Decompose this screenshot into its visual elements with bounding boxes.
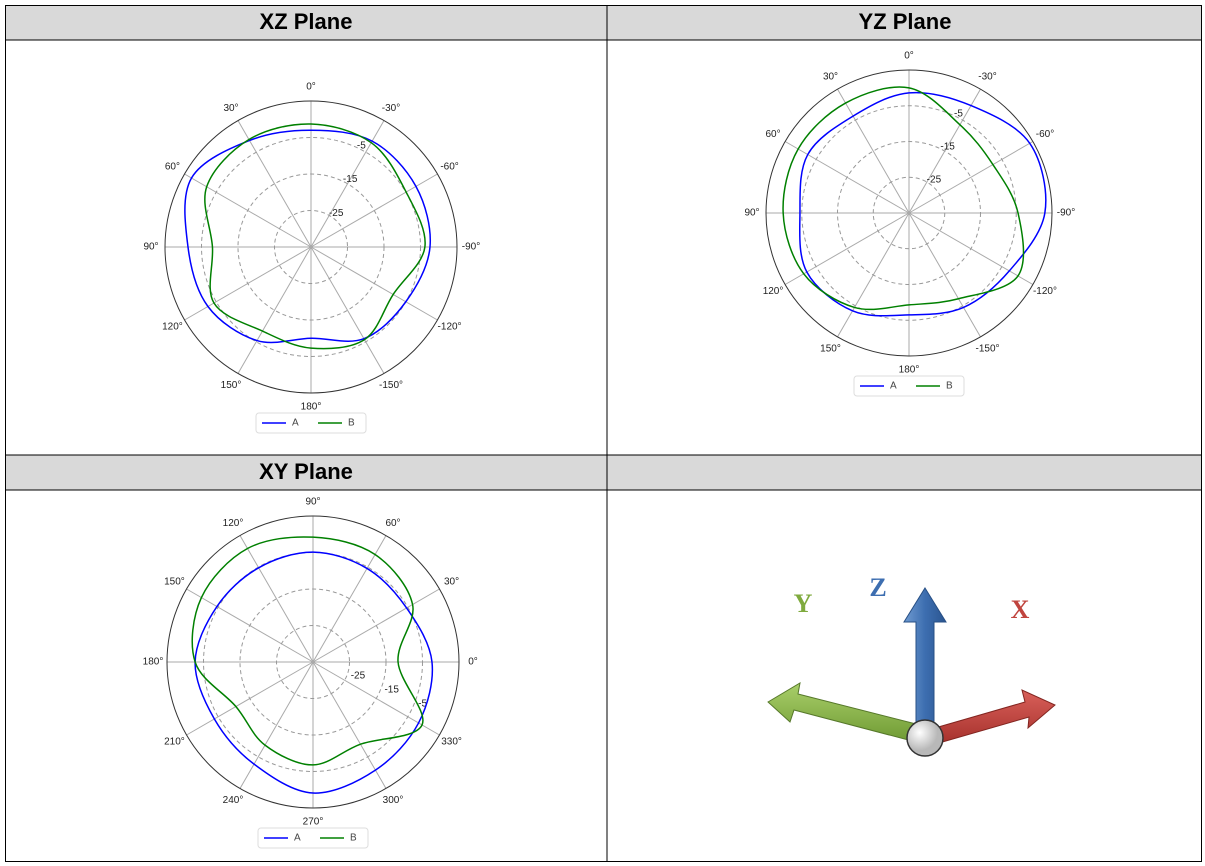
spoke: [311, 247, 384, 373]
angle-tick-label: -150°: [975, 344, 999, 355]
angle-tick-label: 180°: [143, 657, 164, 668]
axis-label: Z: [869, 573, 886, 602]
angle-tick-label: -60°: [1036, 129, 1054, 140]
angle-tick-label: 60°: [165, 162, 180, 173]
angle-tick-label: 180°: [301, 402, 322, 413]
legend-label: A: [292, 418, 299, 429]
series-line: [192, 537, 423, 765]
legend-label: A: [294, 833, 301, 844]
z-arrow: [904, 588, 946, 735]
series-line: [800, 93, 1046, 316]
angle-tick-label: 0°: [468, 657, 478, 668]
angle-tick-label: -30°: [382, 103, 400, 114]
angle-tick-label: 150°: [820, 344, 841, 355]
angle-tick-label: 0°: [904, 51, 914, 62]
header-row: [5, 455, 1202, 490]
table-header: XZ Plane: [260, 9, 353, 34]
legend-label: B: [348, 418, 355, 429]
axis-label: X: [1011, 595, 1030, 624]
legend-label: B: [350, 833, 357, 844]
angle-tick-label: 330°: [441, 737, 462, 748]
radial-tick-label: -25: [351, 671, 366, 682]
angle-tick-label: 90°: [744, 208, 759, 219]
series-line: [205, 124, 425, 349]
page: XZ Plane YZ Plane XY Plane Z Y X 0° 30° 60…: [0, 0, 1205, 866]
legend-label: B: [946, 381, 953, 392]
radial-tick-label: -5: [954, 109, 963, 120]
angle-tick-label: -60°: [440, 162, 458, 173]
angle-tick-label: -30°: [978, 72, 996, 83]
polar-chart: 0° 30° 60° 90° 120° 150° 180° 210° 240° 270° 300° 3…: [143, 497, 478, 848]
spoke: [240, 536, 313, 662]
angle-tick-label: 120°: [162, 322, 183, 333]
angle-tick-label: -150°: [379, 380, 403, 391]
angle-tick-label: -90°: [462, 242, 480, 253]
angle-tick-label: 0°: [306, 82, 316, 93]
angle-tick-label: -90°: [1057, 208, 1075, 219]
angle-tick-label: -120°: [438, 322, 462, 333]
angle-tick-label: 60°: [765, 129, 780, 140]
angle-tick-label: 60°: [385, 518, 400, 529]
spoke: [313, 589, 439, 662]
angle-tick-label: 30°: [444, 577, 459, 588]
table-borders: [5, 5, 1202, 862]
angle-tick-label: 120°: [223, 518, 244, 529]
legend-label: A: [890, 381, 897, 392]
series-line: [783, 87, 1023, 309]
spoke: [838, 89, 910, 213]
angle-tick-label: 210°: [164, 737, 185, 748]
angle-tick-label: 120°: [763, 286, 784, 297]
angle-tick-label: 90°: [143, 242, 158, 253]
table-header: YZ Plane: [859, 9, 952, 34]
angle-tick-label: 30°: [223, 103, 238, 114]
angle-tick-label: 270°: [303, 817, 324, 828]
series-line: [195, 552, 432, 793]
axis-label: Y: [794, 589, 813, 618]
spoke: [240, 662, 313, 788]
header-row: [5, 5, 1202, 40]
radial-tick-label: -15: [343, 174, 358, 185]
radial-tick-label: -15: [384, 685, 399, 696]
spoke: [909, 213, 981, 337]
radial-tick-label: -25: [329, 208, 344, 219]
angle-tick-label: 240°: [223, 795, 244, 806]
angle-tick-label: 90°: [305, 497, 320, 508]
x-arrow: [928, 690, 1055, 745]
radial-tick-label: -5: [357, 140, 366, 151]
polar-chart: 0° 30° 60° 90° 120° 150° 180° -150° -120° -90° -60…: [744, 51, 1075, 396]
y-arrow: [768, 683, 920, 742]
angle-tick-label: 30°: [823, 72, 838, 83]
spoke: [238, 247, 311, 373]
origin: [907, 720, 943, 756]
angle-tick-label: 180°: [899, 365, 920, 376]
axes-diagram: Z Y X: [768, 573, 1055, 756]
radial-tick-label: -15: [940, 142, 955, 153]
angle-tick-label: 150°: [164, 577, 185, 588]
radial-tick-label: -25: [927, 175, 942, 186]
angle-tick-label: 300°: [383, 795, 404, 806]
angle-tick-label: -120°: [1033, 286, 1057, 297]
polar-chart: 0° 30° 60° 90° 120° 150° 180° -150° -120° -90° -60…: [143, 82, 480, 433]
table-header: XY Plane: [259, 459, 353, 484]
angle-tick-label: 150°: [221, 380, 242, 391]
